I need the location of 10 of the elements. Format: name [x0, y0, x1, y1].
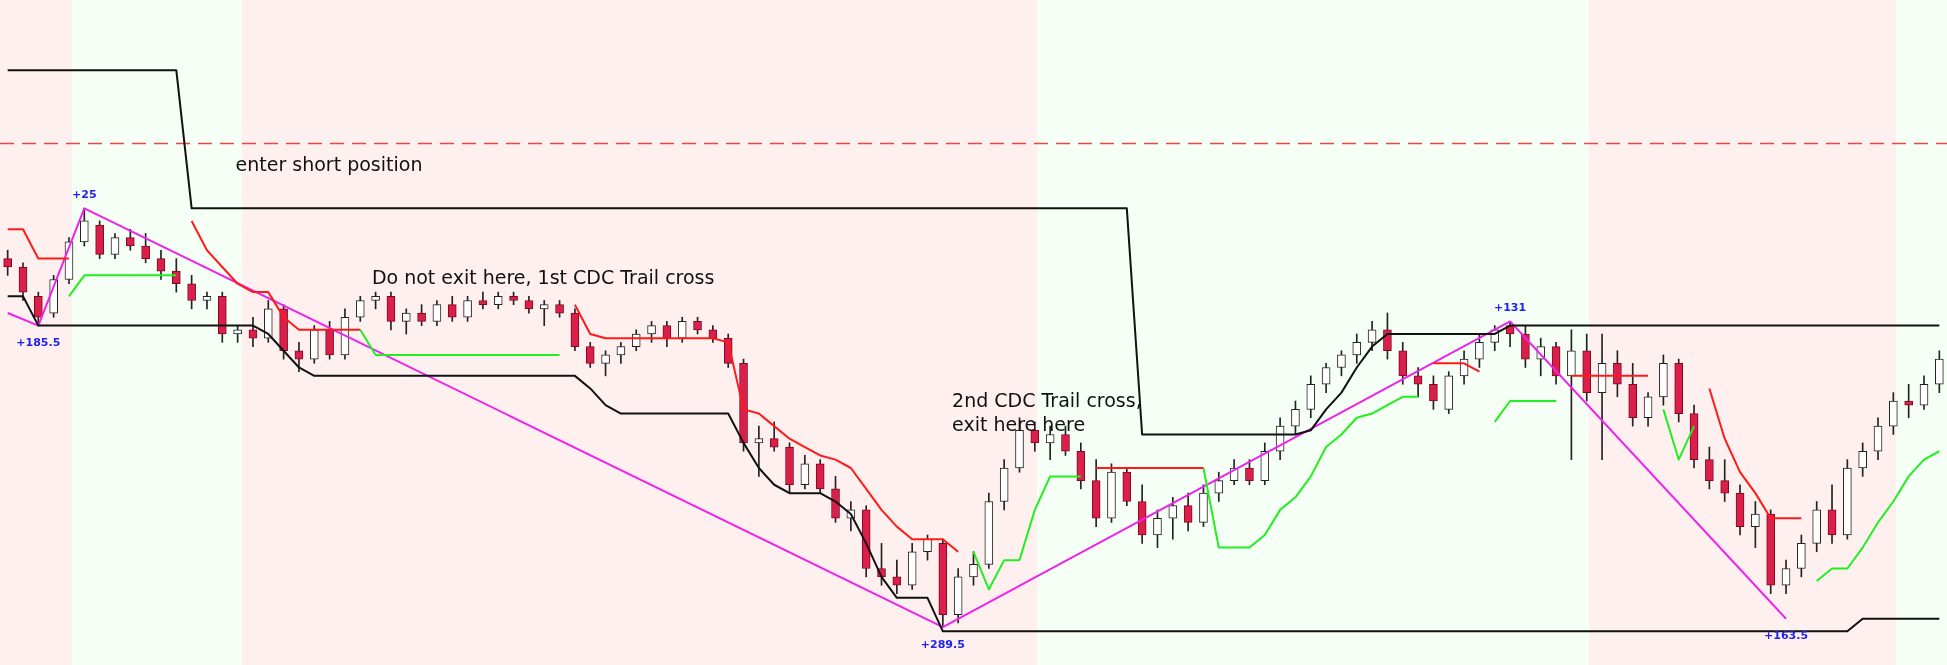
annotation: +289.5 [920, 637, 965, 651]
text: enter short position [235, 153, 423, 176]
annotation: +25 [72, 187, 97, 201]
candlestick [1904, 383, 1913, 419]
candlestick [754, 425, 764, 477]
annotation: +131 [1493, 300, 1527, 314]
annotation: +163.5 [1764, 629, 1809, 643]
annotation: +185.5 [16, 335, 61, 349]
candlestick [539, 300, 549, 326]
annotation: Do not exit here, 1st CDC Trail cross [371, 266, 715, 289]
